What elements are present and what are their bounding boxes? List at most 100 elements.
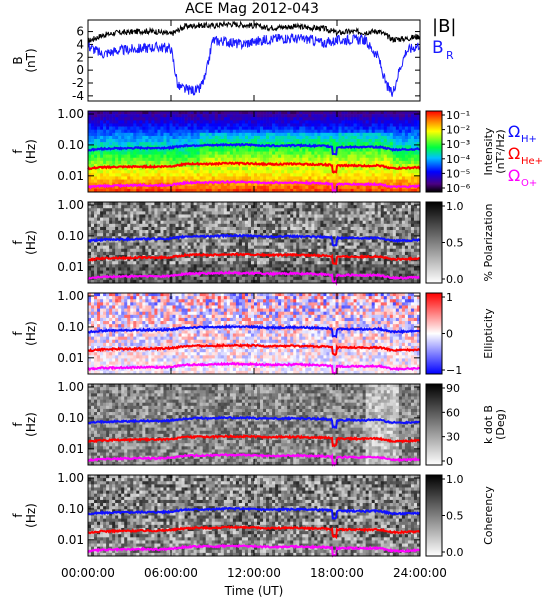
heatmap-cell [154, 185, 158, 190]
heatmap-cell [287, 223, 291, 228]
heatmap-cell [88, 220, 92, 225]
heatmap-cell [407, 173, 412, 177]
heatmap-cell [109, 163, 113, 168]
heatmap-cell [254, 117, 258, 121]
heatmap-cell [238, 205, 243, 209]
heatmap-cell [154, 261, 158, 265]
heatmap-cell [287, 132, 291, 137]
heatmap-cell [341, 120, 345, 124]
heatmap-cell [220, 205, 225, 209]
heatmap-cell [314, 245, 318, 250]
heatmap-cell [371, 120, 376, 124]
heatmap-cell [151, 182, 155, 187]
heatmap-cell [389, 129, 394, 134]
heatmap-cell [241, 126, 246, 130]
heatmap-cell [238, 208, 243, 212]
heatmap-cell [290, 129, 294, 134]
heatmap-cell [314, 179, 318, 183]
heatmap-cell [275, 261, 279, 265]
heatmap-cell [139, 148, 143, 152]
heatmap-cell [278, 251, 282, 256]
heatmap-cell [130, 142, 134, 146]
heatmap-cell [217, 233, 222, 237]
heatmap-cell [136, 154, 140, 159]
heatmap-cell [272, 276, 276, 281]
heatmap-cell [142, 111, 146, 115]
heatmap-cell [109, 188, 113, 193]
heatmap-cell [187, 258, 191, 262]
heatmap-cell [401, 126, 406, 130]
heatmap-cell [308, 167, 312, 171]
heatmap-cell [407, 176, 412, 180]
heatmap-cell [160, 132, 164, 137]
heatmap-cell [112, 220, 116, 225]
heatmap-cell [338, 120, 342, 124]
heatmap-cell [136, 188, 140, 193]
heatmap-cell [184, 139, 188, 143]
heatmap-cell [202, 270, 207, 274]
heatmap-cell [320, 239, 324, 243]
heatmap-cell [205, 188, 210, 193]
heatmap-cell [190, 226, 194, 231]
heatmap-cell [205, 230, 210, 234]
heatmap-cell [323, 129, 327, 134]
heatmap-cell [211, 142, 216, 146]
heatmap-cell [136, 217, 140, 221]
heatmap-cell [356, 157, 360, 162]
heatmap-cell [172, 185, 176, 190]
heatmap-cell [235, 148, 240, 152]
heatmap-cell [323, 145, 327, 149]
heatmap-cell [317, 248, 321, 253]
heatmap-cell [235, 208, 240, 212]
heatmap-cell [272, 154, 276, 159]
heatmap-cell [199, 226, 203, 231]
heatmap-cell [103, 126, 107, 130]
heatmap-cell [169, 129, 173, 134]
heatmap-cell [329, 111, 333, 115]
heatmap-cell [220, 157, 225, 162]
heatmap-cell [88, 214, 92, 218]
heatmap-cell [299, 279, 303, 284]
heatmap-cell [148, 258, 152, 262]
heatmap-cell [311, 111, 315, 115]
heatmap-cell [148, 132, 152, 137]
heatmap-cell [127, 264, 131, 268]
heatmap-cell [416, 157, 421, 162]
heatmap-cell [332, 139, 336, 143]
heatmap-cell [332, 182, 336, 187]
heatmap-cell [160, 267, 164, 271]
heatmap-cell [190, 202, 194, 206]
heatmap-cell [118, 151, 122, 155]
heatmap-cell [254, 276, 258, 281]
heatmap-cell [266, 167, 270, 171]
heatmap-cell [323, 245, 327, 250]
heatmap-cell [263, 132, 267, 137]
heatmap-cell [127, 220, 131, 225]
heatmap-cell [386, 126, 391, 130]
heatmap-cell [317, 117, 321, 121]
heatmap-cell [187, 276, 191, 281]
heatmap-cell [193, 233, 197, 237]
heatmap-cell [416, 170, 421, 174]
heatmap-cell [317, 167, 321, 171]
heatmap-cell [166, 214, 170, 218]
heatmap-cell [332, 163, 336, 168]
heatmap-cell [217, 132, 222, 137]
heatmap-cell [263, 135, 267, 140]
heatmap-cell [278, 185, 282, 190]
heatmap-cell [220, 148, 225, 152]
heatmap-cell [160, 188, 164, 193]
heatmap-cell [398, 154, 403, 159]
heatmap-cell [118, 214, 122, 218]
heatmap-cell [368, 114, 373, 118]
heatmap-cell [184, 242, 188, 246]
heatmap-cell [94, 126, 98, 130]
heatmap-cell [407, 157, 412, 162]
heatmap-cell [341, 139, 345, 143]
heatmap-cell [208, 145, 213, 149]
heatmap-cell [311, 173, 315, 177]
heatmap-cell [332, 117, 336, 121]
heatmap-cell [353, 117, 357, 121]
heatmap-cell [263, 170, 267, 174]
heatmap-cell [362, 154, 366, 159]
